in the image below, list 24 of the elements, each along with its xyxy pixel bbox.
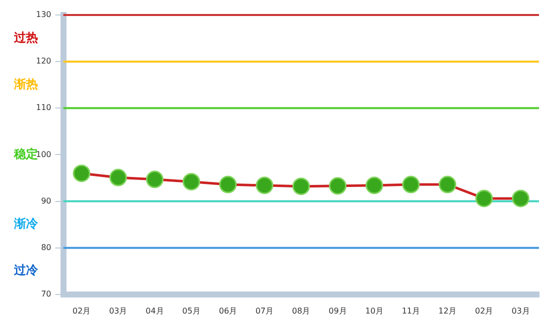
x-tick-label: 07月 [255, 306, 274, 316]
text: 稳定 [13, 146, 38, 161]
y-tick-label: 130 [36, 10, 52, 20]
x-tick-label: 02月 [72, 306, 91, 316]
x-tick-label: 02月 [475, 306, 494, 316]
x-tick-label: 12月 [438, 306, 457, 316]
x-tick-label: 10月 [365, 306, 384, 316]
x-tick-label: 08月 [292, 306, 310, 316]
x-tick-label: 09月 [328, 306, 347, 316]
x-tick-label: 03月 [109, 306, 128, 316]
x-tick-label: 05月 [182, 306, 200, 316]
y-tick-label: 120 [36, 56, 52, 66]
x-tick-label: 11月 [402, 306, 420, 316]
y-tick-label: 80 [41, 242, 52, 252]
text: 过热 [13, 30, 38, 44]
x-tick-label: 04月 [146, 306, 164, 316]
text: 渐冷 [13, 216, 39, 231]
y-tick-label: 70 [41, 289, 52, 298]
x-tick-label: 03月 [512, 306, 530, 316]
x-tick-label: 06月 [218, 306, 238, 316]
y-tick-label: 90 [41, 196, 52, 206]
text: 渐热 [13, 76, 38, 91]
text: 过冷 [13, 263, 39, 278]
y-tick-label: 110 [36, 103, 52, 112]
